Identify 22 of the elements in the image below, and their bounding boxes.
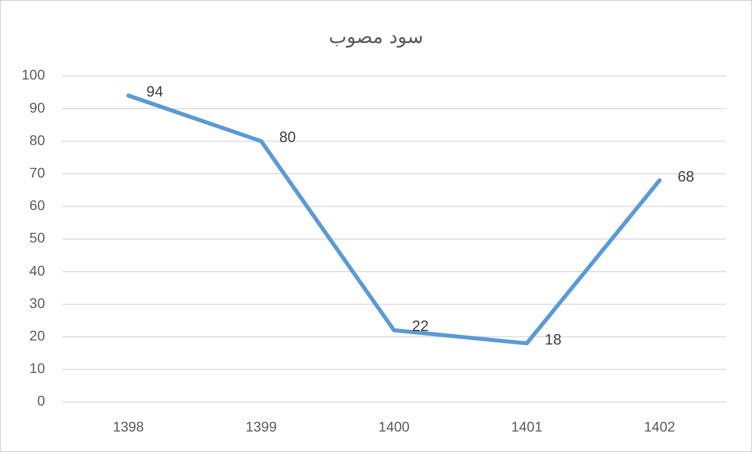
x-tick-label: 1402 xyxy=(644,418,676,435)
y-tick-label: 10 xyxy=(29,360,46,376)
y-tick-label: 70 xyxy=(29,164,46,181)
y-tick-label: 40 xyxy=(29,262,46,278)
y-tick-label: 60 xyxy=(29,197,46,214)
y-tick-label: 0 xyxy=(37,392,46,409)
y-tick-label: 20 xyxy=(29,328,46,344)
x-tick-label: 1399 xyxy=(246,418,277,435)
y-tick-label: 50 xyxy=(29,230,46,246)
data-label: 68 xyxy=(678,168,694,186)
x-tick-label: 1400 xyxy=(378,418,410,435)
y-tick-label: 100 xyxy=(22,66,46,83)
data-label: 18 xyxy=(544,331,562,348)
y-tick-label: 80 xyxy=(29,132,46,148)
x-tick-label: 1401 xyxy=(511,418,543,435)
data-label: 94 xyxy=(146,84,164,101)
data-label: 22 xyxy=(412,318,429,336)
data-label: 80 xyxy=(279,129,296,146)
y-tick-label: 90 xyxy=(29,99,46,116)
x-tick-label: 1398 xyxy=(112,418,144,435)
chart-title: سود مصوب xyxy=(328,26,424,48)
y-tick-label: 30 xyxy=(29,294,46,311)
